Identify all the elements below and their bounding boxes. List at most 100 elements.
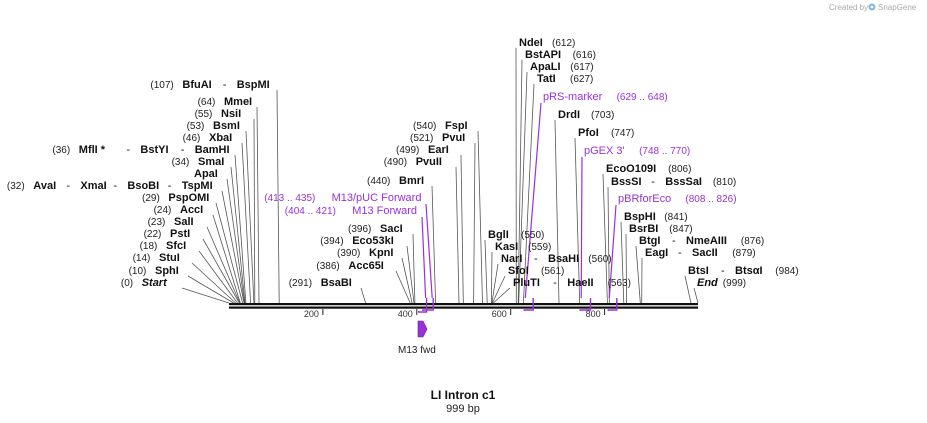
site-label[interactable]: (107) BfuAI - BspMI [150,79,269,91]
site-label[interactable]: BspHI (841) [624,211,688,223]
site-position: (499) [396,145,419,156]
primer-name: M13 Forward [352,205,417,217]
site-label[interactable]: (14) StuI [133,252,180,264]
enzyme-name: BsrBI [629,223,658,235]
enzyme-name: HaeII [567,277,593,289]
site-label[interactable]: (490) PvuII [384,156,442,168]
site-position: (440) [367,176,390,187]
site-label[interactable]: (396) SacI [348,223,403,235]
leader-lines [181,47,699,304]
site-label[interactable]: BtsI - BtsαI (984) [688,265,799,277]
site-label[interactable]: (23) SalI [148,216,194,228]
primer-label[interactable]: (748 .. 770) pGEX 3' [584,145,690,157]
site-position: (747) [611,128,634,139]
cut-site-line [241,142,251,304]
primer-label[interactable]: (404 .. 421) M13 Forward [285,205,417,217]
enzyme-name: BamHI [195,144,230,156]
cut-site-line [477,130,483,304]
primer-label[interactable]: (413 .. 435) M13/pUC Forward [264,192,421,204]
cut-site-line [253,118,256,304]
enzyme-name: ApaI [194,168,218,180]
site-label[interactable]: (53) BsmI [187,120,240,132]
watermark-brand: SnapGene [878,3,917,12]
site-label[interactable]: TatI (627) [537,73,593,85]
site-label[interactable]: (540) FspI [413,120,468,132]
site-label[interactable]: End (999) [697,277,746,289]
site-label[interactable]: ApaLI (617) [530,61,594,73]
site-label[interactable]: (32) AvaI - XmaI - BsoBI - TspMI [7,180,213,192]
site-label[interactable]: BglI (550) [488,229,544,241]
site-label[interactable]: (499) EarI [396,144,449,156]
site-position: (627) [570,74,593,85]
site-label[interactable]: SfoI (561) [508,265,564,277]
snapgene-logo-icon [868,3,876,11]
enzyme-name: PfoI [578,127,599,139]
site-label[interactable]: (394) Eco53kI [320,235,394,247]
site-label[interactable]: BstAPI (616) [525,49,596,61]
cut-site-line [491,251,493,304]
site-label[interactable]: KasI (559) [495,241,551,253]
enzyme-name: NarI [501,253,522,265]
cut-site-line [518,71,528,304]
site-label[interactable]: (18) SfcI [140,240,187,252]
separator: - [113,180,117,192]
cut-site-line [491,263,499,304]
site-label[interactable]: (64) MmeI [198,96,253,108]
site-label[interactable]: (390) KpnI [337,247,393,259]
site-position: (390) [337,248,360,259]
site-label[interactable]: NarI - BsaHI (560) [501,253,612,265]
site-label[interactable]: NdeI (612) [519,37,575,49]
site-label[interactable]: BssSI - BssSaI (810) [611,176,736,188]
site-label[interactable]: (291) BsaBI [289,277,352,289]
site-label[interactable]: BsrBI (847) [629,223,693,235]
site-label[interactable]: BtgI - NmeAIII (876) [639,235,764,247]
site-label[interactable]: (24) AccI [154,204,204,216]
site-position: (876) [741,236,764,247]
site-label[interactable]: (386) Acc65I [316,260,383,272]
site-position: (22) [144,229,162,240]
site-label[interactable]: (29) PspOMI [142,192,209,204]
dna-backbone [229,303,698,309]
site-label[interactable]: EagI - SacII (879) [645,247,756,259]
site-label[interactable]: DrdI (703) [558,109,614,121]
enzyme-name: SalI [174,216,194,228]
cut-site-line [395,270,411,304]
site-position: (394) [320,236,343,247]
cut-site-line [493,287,511,304]
feature-arrow-icon[interactable] [417,320,428,338]
site-position: (521) [410,133,433,144]
primer-label[interactable]: (629 .. 648) pRS-marker [543,91,668,103]
site-position: (0) [121,278,133,289]
site-position: (984) [775,266,798,277]
site-label[interactable]: PfoI (747) [578,127,634,139]
site-label[interactable]: (34) SmaI [172,156,225,168]
cut-site-line [492,275,506,304]
enzyme-name: FspI [445,120,468,132]
site-label[interactable]: (22) PstI [144,228,191,240]
primer-bracket [579,298,592,311]
site-label[interactable]: (36) MflI * - BstYI - BamHI [52,144,229,156]
ruler-ticks: 200 400 600 800 [304,309,606,319]
enzyme-name: BspHI [624,211,656,223]
site-label[interactable]: (440) BmrI [367,175,424,187]
site-label[interactable]: (0) Start [121,277,168,289]
cut-site-line [484,239,488,304]
enzyme-name: SphI [155,265,179,277]
site-label[interactable]: (10) SphI [129,265,179,277]
primer-leader [580,156,583,299]
site-label[interactable]: (46) XbaI [183,132,233,144]
separator: - [678,247,682,259]
cut-site-line [523,83,535,304]
primer-leader [524,102,542,299]
primer-label[interactable]: (808 .. 826) pBRforEco [618,193,737,205]
site-label[interactable]: (55) NsiI [195,108,242,120]
enzyme-name: BstYI [140,144,168,156]
enzyme-name: SfoI [508,265,529,277]
m13-fwd-feature[interactable]: M13 fwd [398,320,436,356]
site-label[interactable]: (521) PvuI [410,132,465,144]
site-label[interactable]: PluTI - HaeII (563) [513,277,631,289]
site-position: (616) [573,50,596,61]
site-label[interactable]: EcoO109I (806) [606,163,691,175]
separator: - [672,235,676,247]
site-label[interactable]: ApaI [194,168,218,180]
